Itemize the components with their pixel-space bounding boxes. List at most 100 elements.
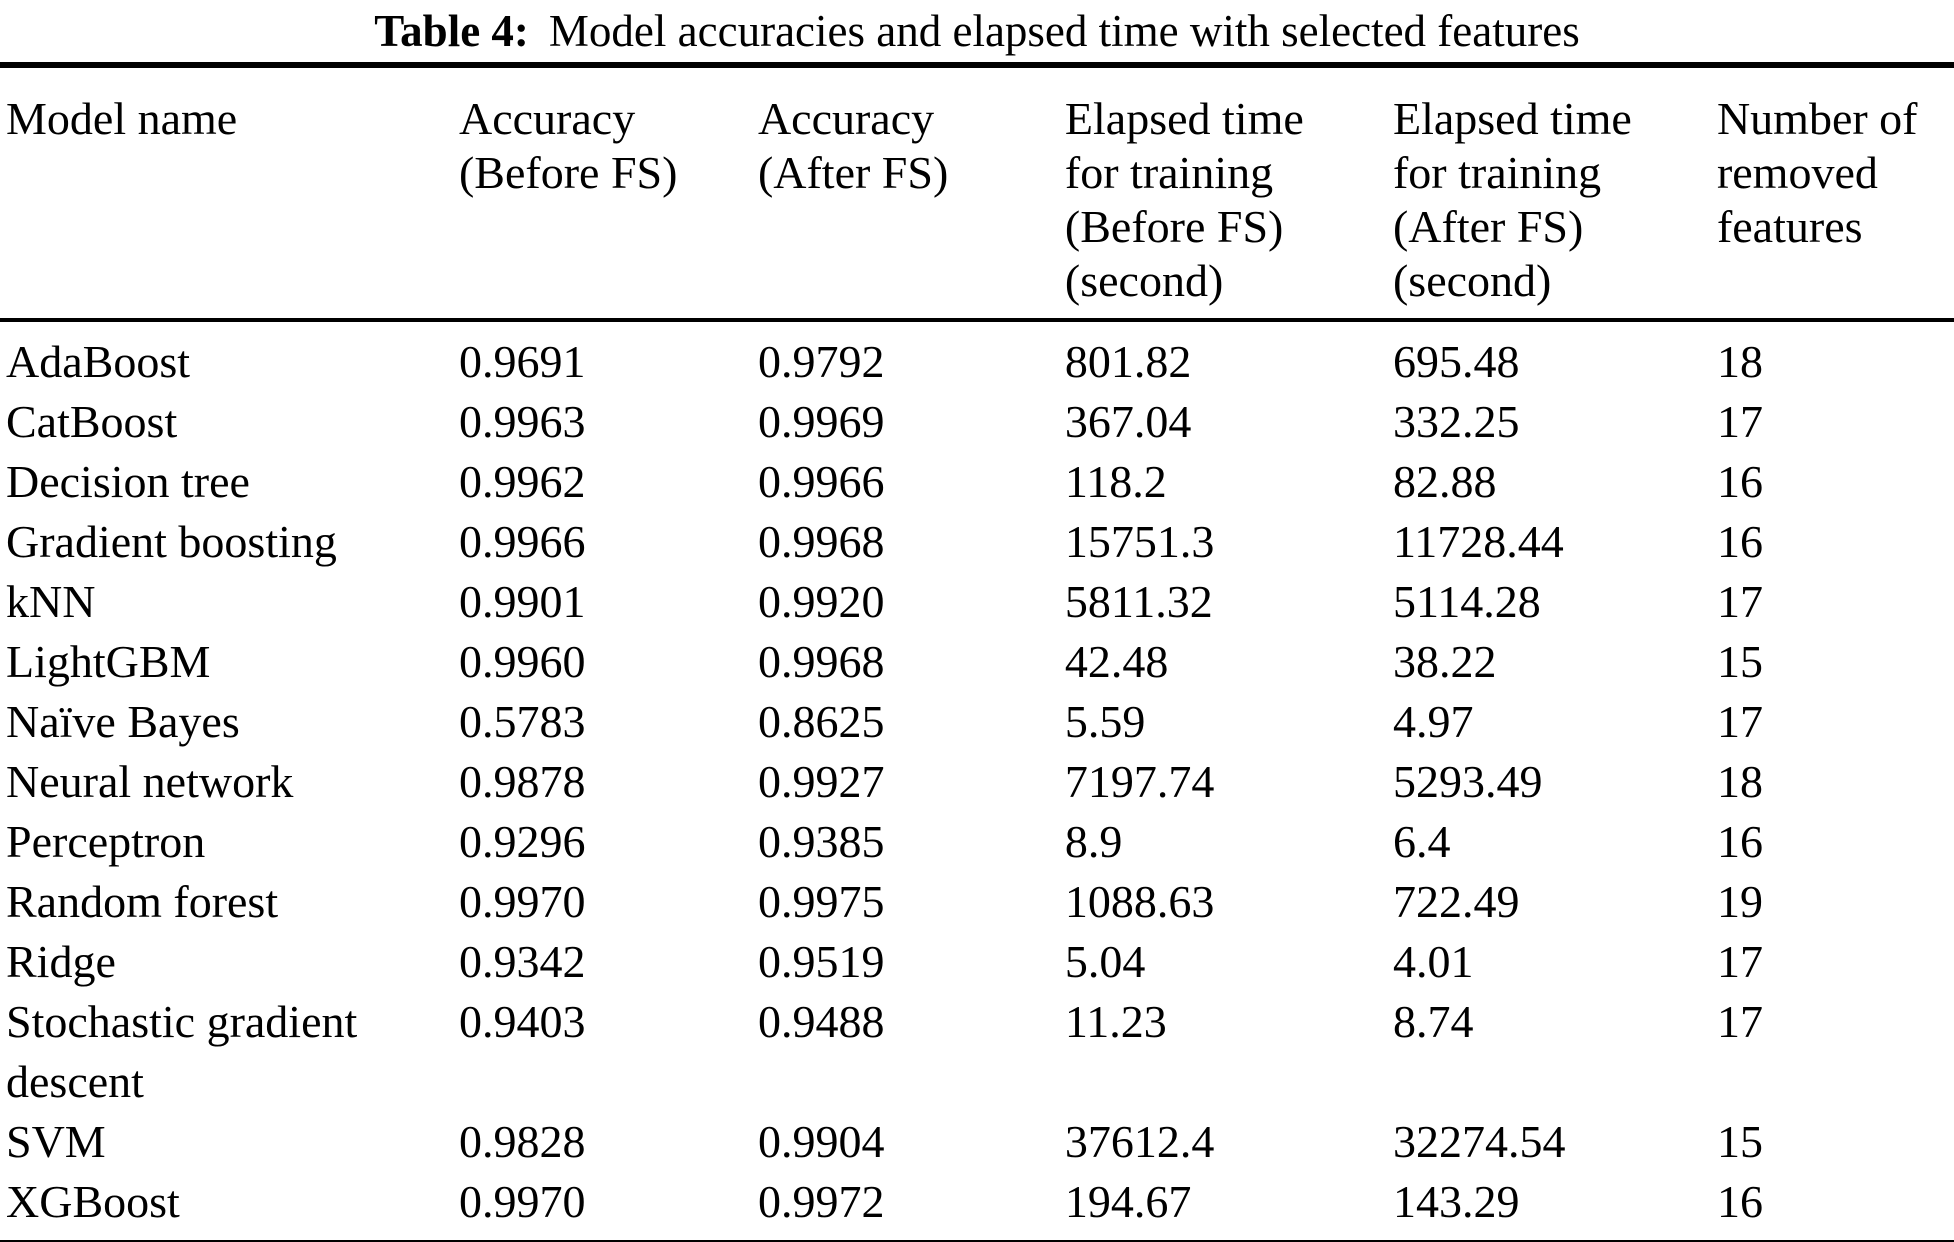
value-cell: 0.5783	[458, 696, 586, 747]
value-cell: 8.74	[1392, 996, 1474, 1047]
header-row: Model name Accuracy (Before FS) Accuracy (Af…	[0, 65, 1954, 322]
header-line: (Before FS)	[1064, 201, 1284, 252]
value-cell: 0.9927	[757, 756, 885, 807]
header-line: (second)	[1064, 255, 1224, 306]
header-line: features	[1716, 201, 1863, 252]
value-cell: 4.01	[1392, 936, 1474, 987]
value-cell: 332.25	[1392, 396, 1520, 447]
value-cell: 18	[1716, 756, 1763, 807]
value-cell: 0.9969	[757, 396, 885, 447]
value-cell: 5811.32	[1064, 576, 1213, 627]
value-cell: 0.9878	[458, 756, 586, 807]
value-cell: 7197.74	[1064, 756, 1215, 807]
value-cell: 17	[1716, 936, 1763, 987]
value-cell: 8.9	[1064, 816, 1123, 867]
value-cell: 16	[1716, 516, 1763, 567]
value-cell: 695.48	[1392, 336, 1520, 387]
model-name-cell: Perceptron	[6, 816, 206, 867]
value-cell: 367.04	[1064, 396, 1192, 447]
value-cell: 5.04	[1064, 936, 1146, 987]
value-cell: 0.9296	[458, 816, 586, 867]
value-cell: 0.9403	[458, 996, 586, 1047]
value-cell: 37612.4	[1064, 1116, 1215, 1167]
value-cell: 4.97	[1392, 696, 1474, 747]
value-cell: 0.9904	[757, 1116, 885, 1167]
value-cell: 0.9385	[757, 816, 885, 867]
column-header-accuracy-before-fs: Accuracy (Before FS)	[458, 65, 758, 322]
value-cell: 32274.54	[1392, 1116, 1566, 1167]
value-cell: 15751.3	[1064, 516, 1215, 567]
value-cell: 0.9488	[757, 996, 885, 1047]
value-cell: 0.9342	[458, 936, 586, 987]
model-name-cell: kNN	[6, 576, 96, 627]
header-line: Accuracy	[757, 93, 935, 144]
value-cell: 15	[1716, 1116, 1763, 1167]
value-cell: 0.9519	[757, 936, 885, 987]
value-cell: 1088.63	[1064, 876, 1215, 927]
value-cell: 19	[1716, 876, 1763, 927]
results-table: Model name Accuracy (Before FS) Accuracy (Af…	[0, 62, 1954, 1242]
value-cell: 801.82	[1064, 336, 1192, 387]
model-name-cell: Stochastic gradient descent	[6, 996, 358, 1107]
value-cell: 0.9962	[458, 456, 586, 507]
value-cell: 11.23	[1064, 996, 1167, 1047]
value-cell: 0.9828	[458, 1116, 586, 1167]
table-row: Gradient boosting 0.9966 0.9968 15751.3 1172…	[0, 512, 1954, 572]
table-caption: Table 4: Model accuracies and elapsed tim…	[0, 0, 1954, 62]
value-cell: 18	[1716, 336, 1763, 387]
header-line: for training	[1064, 147, 1274, 198]
value-cell: 38.22	[1392, 636, 1497, 687]
header-line: Model name	[6, 93, 238, 144]
value-cell: 0.9691	[458, 336, 586, 387]
value-cell: 0.8625	[757, 696, 885, 747]
value-cell: 0.9792	[757, 336, 885, 387]
header-line: (After FS)	[1392, 201, 1584, 252]
value-cell: 5114.28	[1392, 576, 1541, 627]
table-row: SVM 0.9828 0.9904 37612.4 32274.54 15	[0, 1112, 1954, 1172]
value-cell: 5.59	[1064, 696, 1146, 747]
value-cell: 16	[1716, 456, 1763, 507]
value-cell: 0.9966	[458, 516, 586, 567]
value-cell: 0.9960	[458, 636, 586, 687]
value-cell: 0.9968	[757, 516, 885, 567]
value-cell: 6.4	[1392, 816, 1451, 867]
header-line: removed	[1716, 147, 1878, 198]
value-cell: 0.9901	[458, 576, 586, 627]
model-name-cell: XGBoost	[6, 1176, 180, 1227]
value-cell: 0.9968	[757, 636, 885, 687]
table-row: Decision tree 0.9962 0.9966 118.2 82.88 16	[0, 452, 1954, 512]
value-cell: 194.67	[1064, 1176, 1192, 1227]
header-line: Elapsed time	[1392, 93, 1632, 144]
value-cell: 17	[1716, 696, 1763, 747]
value-cell: 0.9966	[757, 456, 885, 507]
model-name-cell: LightGBM	[6, 636, 211, 687]
column-header-time-after-fs: Elapsed time for training (After FS) (secon…	[1392, 65, 1717, 322]
table-row: XGBoost 0.9970 0.9972 194.67 143.29 16	[0, 1172, 1954, 1242]
header-line: (second)	[1392, 255, 1552, 306]
table-row: Random forest 0.9970 0.9975 1088.63 722.49 19	[0, 872, 1954, 932]
table-row: AdaBoost 0.9691 0.9792 801.82 695.48 18	[0, 320, 1954, 392]
header-line: Elapsed time	[1064, 93, 1304, 144]
column-header-time-before-fs: Elapsed time for training (Before FS) (seco…	[1064, 65, 1393, 322]
value-cell: 17	[1716, 396, 1763, 447]
column-header-accuracy-after-fs: Accuracy (After FS)	[757, 65, 1065, 322]
column-header-removed-features: Number of removed features	[1716, 65, 1954, 322]
value-cell: 16	[1716, 816, 1763, 867]
model-name-cell: SVM	[6, 1116, 106, 1167]
model-name-cell: Decision tree	[6, 456, 250, 507]
header-line: for training	[1392, 147, 1602, 198]
caption-label: Table 4:	[374, 6, 529, 56]
value-cell: 118.2	[1064, 456, 1167, 507]
table-row: Stochastic gradient descent 0.9403 0.9488 1…	[0, 992, 1954, 1112]
model-name-cell: Random forest	[6, 876, 279, 927]
model-name-cell: Gradient boosting	[6, 516, 337, 567]
value-cell: 82.88	[1392, 456, 1497, 507]
header-line: (After FS)	[757, 147, 949, 198]
value-cell: 143.29	[1392, 1176, 1520, 1227]
value-cell: 15	[1716, 636, 1763, 687]
column-header-model-name: Model name	[0, 65, 459, 322]
value-cell: 17	[1716, 576, 1763, 627]
table-row: LightGBM 0.9960 0.9968 42.48 38.22 15	[0, 632, 1954, 692]
model-name-cell: CatBoost	[6, 396, 178, 447]
